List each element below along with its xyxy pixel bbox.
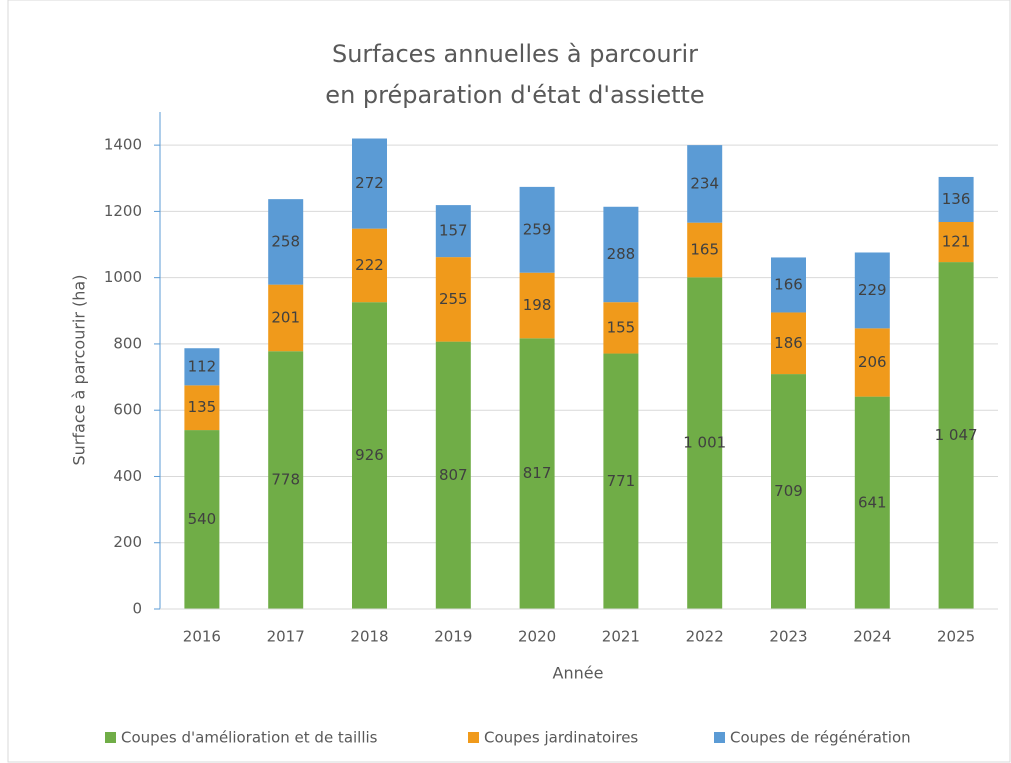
data-label: 1 047	[935, 426, 978, 444]
data-label: 136	[942, 190, 971, 208]
y-tick-label: 400	[113, 467, 142, 485]
data-label: 112	[188, 357, 217, 375]
bar-segment	[352, 138, 387, 229]
data-label: 709	[774, 482, 803, 500]
x-tick-label: 2025	[937, 628, 975, 646]
data-label: 259	[523, 220, 552, 238]
data-label: 641	[858, 493, 887, 511]
x-tick-label: 2018	[350, 628, 388, 646]
data-label: 258	[271, 232, 300, 250]
data-label: 778	[271, 471, 300, 489]
data-label: 817	[523, 464, 552, 482]
y-tick-label: 600	[113, 401, 142, 419]
data-label: 540	[188, 510, 217, 528]
y-tick-label: 1000	[104, 268, 142, 286]
x-tick-label: 2024	[853, 628, 891, 646]
bar-segment	[854, 252, 890, 329]
x-tick-label: 2021	[602, 628, 640, 646]
data-label: 201	[271, 308, 300, 326]
data-label: 807	[439, 466, 468, 484]
data-label: 272	[355, 174, 384, 192]
bar-segment	[938, 176, 974, 223]
bar-segment	[268, 284, 304, 352]
bar-segment	[603, 206, 639, 303]
data-label: 155	[607, 318, 636, 336]
bar-segment	[854, 328, 890, 397]
bar-segment	[519, 338, 555, 609]
bar-segment	[687, 145, 723, 223]
data-label: 121	[942, 233, 971, 251]
y-tick-label: 1400	[104, 136, 142, 154]
data-label: 198	[523, 296, 552, 314]
data-label: 255	[439, 290, 468, 308]
y-axis-label: Surface à parcourir (ha)	[70, 275, 89, 466]
data-label: 229	[858, 281, 887, 299]
bar-segment	[603, 302, 639, 354]
y-tick-label: 1200	[104, 202, 142, 220]
data-label: 166	[774, 275, 803, 293]
x-tick-label: 2016	[183, 628, 221, 646]
bar-segment	[435, 257, 471, 342]
data-label: 206	[858, 353, 887, 371]
x-tick-label: 2020	[518, 628, 556, 646]
legend-label: Coupes de régénération	[730, 729, 911, 747]
legend-swatch	[714, 732, 725, 743]
bar-segment	[687, 222, 723, 278]
bar-segment	[184, 430, 220, 609]
bar-segment	[938, 262, 974, 609]
bar-segment	[771, 312, 806, 375]
bar-segment	[854, 396, 890, 609]
data-label: 186	[774, 334, 803, 352]
bar-segment	[938, 222, 974, 263]
legend-swatch	[105, 732, 116, 743]
x-tick-label: 2022	[686, 628, 724, 646]
bar-segment	[268, 199, 304, 285]
legend-label: Coupes jardinatoires	[484, 729, 638, 747]
legend-label: Coupes d'amélioration et de taillis	[121, 729, 378, 747]
bar-segment	[184, 385, 220, 431]
data-label: 157	[439, 222, 468, 240]
bar-segment	[687, 277, 723, 609]
bar-segment	[435, 341, 471, 609]
data-label: 135	[188, 398, 217, 416]
data-label: 1 001	[683, 434, 726, 452]
data-label: 771	[607, 472, 636, 490]
data-label: 288	[607, 245, 636, 263]
bar-segment	[352, 302, 387, 609]
x-axis-label: Année	[553, 664, 604, 683]
data-label: 222	[355, 256, 384, 274]
x-tick-label: 2017	[267, 628, 305, 646]
chart-title: Surfaces annuelles à parcourir	[332, 40, 698, 68]
bar-segment	[519, 272, 555, 339]
data-label: 234	[690, 174, 719, 192]
chart-frame	[7, 0, 1011, 763]
y-tick-label: 800	[113, 334, 142, 352]
legend-swatch	[468, 732, 479, 743]
bar-segment	[184, 348, 220, 386]
bar-segment	[435, 205, 471, 258]
y-tick-label: 0	[132, 600, 142, 618]
x-tick-label: 2019	[434, 628, 472, 646]
bar-segment	[519, 186, 555, 273]
bar-segment	[771, 257, 806, 313]
chart-title: en préparation d'état d'assiette	[325, 81, 704, 109]
y-tick-label: 200	[113, 533, 142, 551]
bar-segment	[352, 228, 387, 303]
bar-segment	[603, 353, 639, 609]
x-tick-label: 2023	[769, 628, 807, 646]
data-label: 926	[355, 446, 384, 464]
data-label: 165	[690, 241, 719, 259]
bar-segment	[771, 374, 806, 609]
bar-segment	[268, 351, 304, 609]
